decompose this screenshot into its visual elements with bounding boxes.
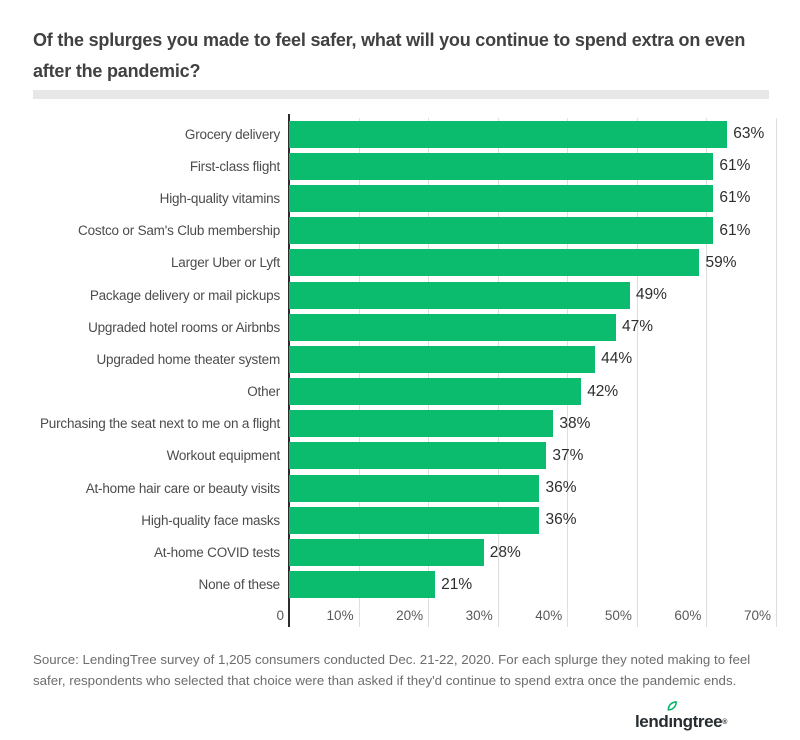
category-label: Workout equipment	[166, 448, 281, 464]
bar	[289, 184, 714, 212]
value-label: 61%	[719, 157, 751, 175]
bar	[289, 506, 540, 534]
logo-text-prefix: lend	[634, 711, 669, 731]
logo-text-i: ı	[668, 711, 673, 731]
x-axis-ticks: 0 10% 20% 30% 40% 50% 60% 70%	[276, 601, 776, 627]
bar	[289, 313, 616, 341]
x-tick-label: 10%	[326, 607, 354, 623]
leaf-icon	[667, 700, 678, 711]
x-tick-label: 40%	[535, 607, 563, 623]
value-label: 38%	[559, 414, 591, 432]
category-label: Upgraded home theater system	[96, 351, 281, 367]
category-label: Purchasing the seat next to me on a flig…	[40, 416, 280, 432]
value-label: 36%	[545, 479, 577, 497]
logo-area: lend ıngtree®	[33, 700, 767, 731]
category-label: At-home hair care or beauty visits	[85, 480, 280, 496]
gridline	[776, 118, 777, 627]
bar	[289, 345, 596, 373]
x-tick-label: 20%	[396, 607, 424, 623]
value-label: 59%	[705, 253, 737, 271]
x-tick-label: 60%	[674, 607, 702, 623]
category-label: Grocery delivery	[184, 126, 280, 142]
bar	[289, 152, 714, 180]
bar-row: Package delivery or mail pickups 49%	[33, 279, 776, 311]
value-label: 61%	[719, 189, 751, 207]
bar	[289, 378, 582, 406]
bar-row: Costco or Sam's Club membership 61%	[33, 215, 776, 247]
value-label: 61%	[719, 221, 751, 239]
bar-row: At-home hair care or beauty visits 36%	[33, 472, 776, 504]
bar-row: High-quality vitamins 61%	[33, 182, 776, 214]
value-label: 42%	[587, 382, 619, 400]
bar-rows: Grocery delivery 63% First-class flight 61%…	[33, 118, 776, 601]
bar	[289, 539, 484, 567]
category-label: High-quality face masks	[141, 512, 280, 528]
x-axis: 0 10% 20% 30% 40% 50% 60% 70%	[33, 601, 776, 627]
value-label: 63%	[733, 125, 765, 143]
bar-row: Upgraded hotel rooms or Airbnbs 47%	[33, 311, 776, 343]
category-label: First-class flight	[189, 158, 280, 174]
title-divider	[33, 90, 769, 99]
bar-chart: Grocery delivery 63% First-class flight 61%…	[33, 114, 777, 627]
bar	[289, 410, 554, 438]
category-label: Costco or Sam's Club membership	[78, 223, 280, 239]
bar-row: Other 42%	[33, 376, 776, 408]
value-label: 49%	[635, 286, 667, 304]
bar-row: At-home COVID tests 28%	[33, 536, 776, 568]
logo-text-suffix: ngtree	[672, 711, 723, 731]
bar	[289, 120, 728, 148]
bar-row: Larger Uber or Lyft 59%	[33, 247, 776, 279]
value-label: 28%	[489, 543, 521, 561]
lendingtree-logo: lend ıngtree®	[634, 700, 727, 731]
bar	[289, 281, 630, 309]
category-label: Larger Uber or Lyft	[171, 255, 280, 271]
category-label: Package delivery or mail pickups	[89, 287, 280, 303]
category-label: None of these	[198, 577, 281, 593]
bar-row: High-quality face masks 36%	[33, 504, 776, 536]
value-label: 21%	[441, 575, 473, 593]
value-label: 37%	[552, 446, 584, 464]
value-label: 47%	[621, 318, 654, 336]
bar-row: None of these 21%	[33, 569, 776, 601]
category-label: High-quality vitamins	[159, 190, 281, 206]
category-label: Upgraded hotel rooms or Airbnbs	[88, 319, 280, 335]
x-tick-label: 30%	[465, 607, 493, 623]
bar	[289, 249, 700, 277]
x-tick-label: 50%	[604, 607, 632, 623]
bar-row: Upgraded home theater system 44%	[33, 343, 776, 375]
bar-row: Workout equipment 37%	[33, 440, 776, 472]
bar-row: Grocery delivery 63%	[33, 118, 776, 150]
x-tick-label: 0	[276, 607, 284, 623]
bar	[289, 217, 714, 245]
registered-mark: ®	[722, 718, 727, 726]
value-label: 44%	[601, 350, 633, 368]
chart-title: Of the splurges you made to feel safer, …	[33, 30, 746, 81]
bar	[289, 571, 436, 599]
bar	[289, 474, 540, 502]
value-label: 36%	[545, 511, 577, 529]
bar	[289, 442, 547, 470]
bar-row: First-class flight 61%	[33, 150, 776, 182]
category-label: At-home COVID tests	[154, 545, 280, 561]
source-note: Source: LendingTree survey of 1,205 cons…	[33, 651, 751, 688]
x-tick-label: 70%	[743, 607, 771, 623]
category-label: Other	[247, 384, 280, 400]
bar-row: Purchasing the seat next to me on a flig…	[33, 408, 776, 440]
